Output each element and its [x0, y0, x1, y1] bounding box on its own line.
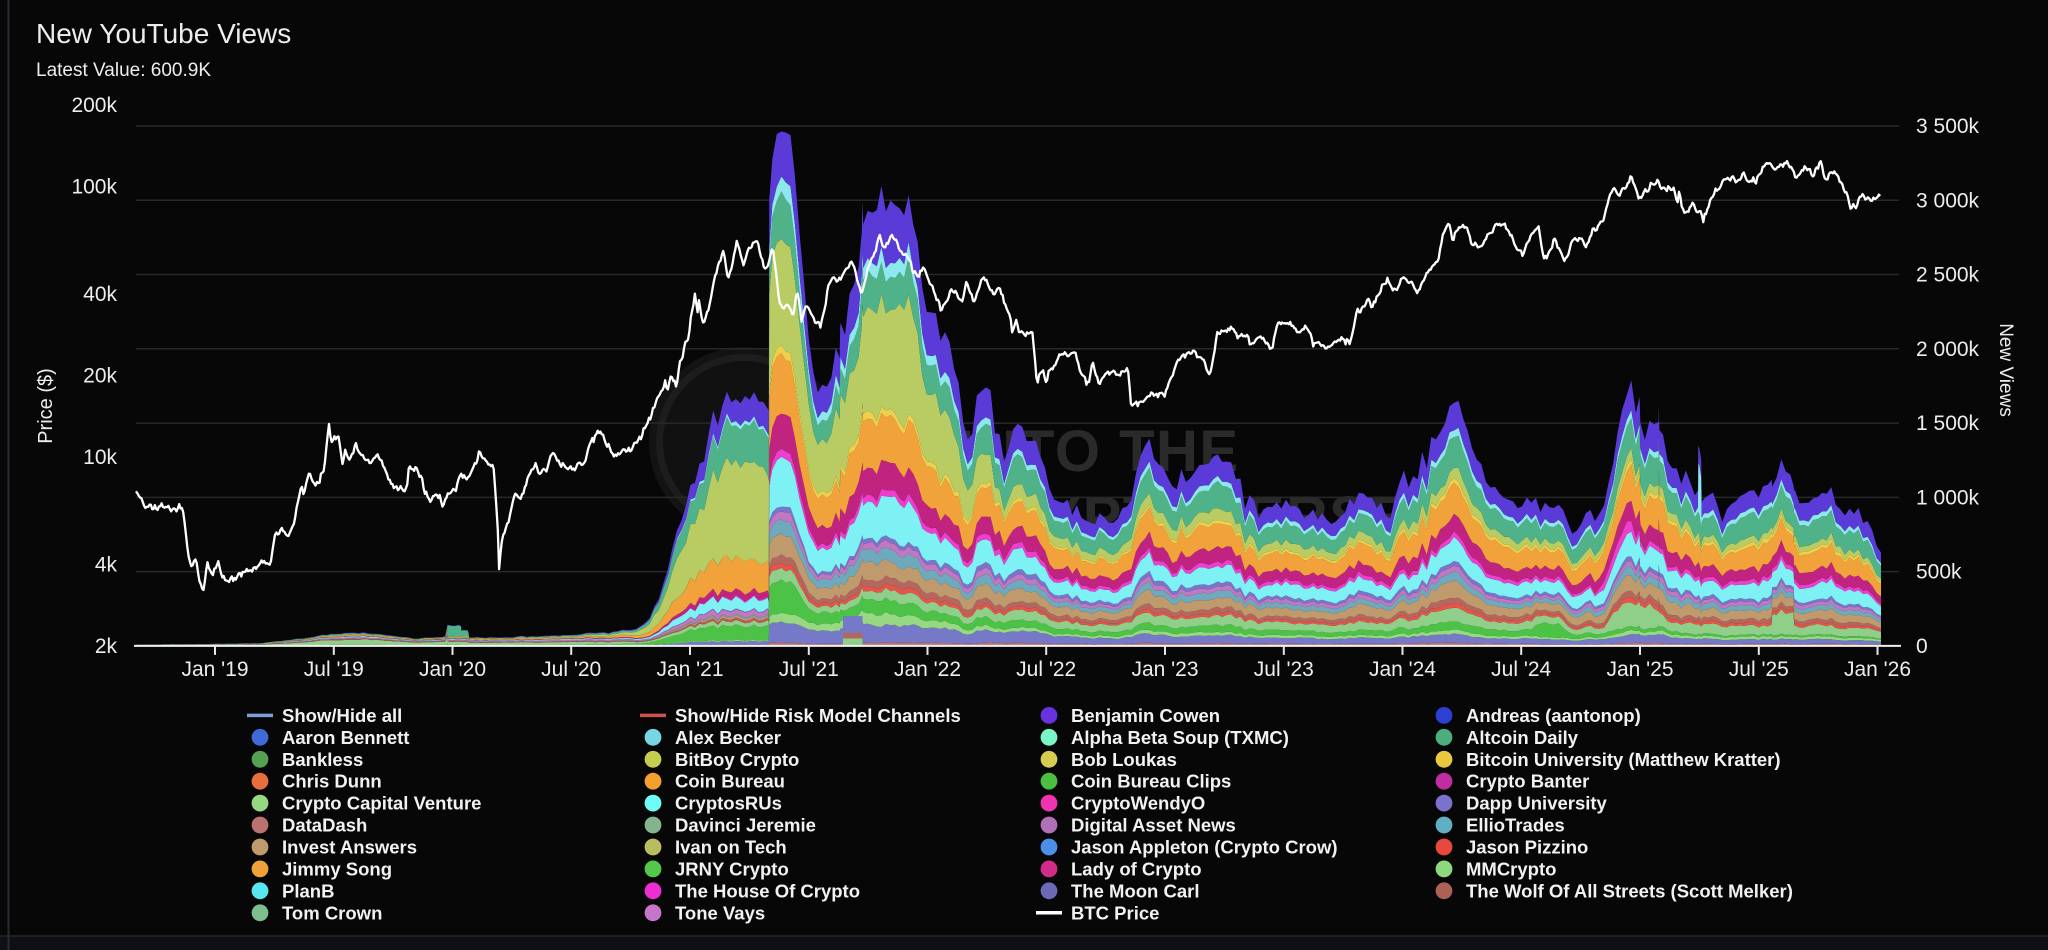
svg-text:Jan '25: Jan '25 — [1606, 658, 1673, 681]
svg-text:Digital Asset News: Digital Asset News — [1071, 815, 1236, 836]
svg-text:Alpha Beta Soup (TXMC): Alpha Beta Soup (TXMC) — [1071, 727, 1289, 748]
svg-text:Jan '23: Jan '23 — [1131, 658, 1198, 681]
svg-text:Jan '24: Jan '24 — [1369, 658, 1436, 681]
svg-text:2k: 2k — [95, 635, 118, 658]
svg-text:The House Of Crypto: The House Of Crypto — [675, 880, 860, 901]
svg-text:Jul '21: Jul '21 — [779, 658, 839, 681]
svg-text:Bitcoin University (Matthew Kr: Bitcoin University (Matthew Kratter) — [1466, 749, 1781, 770]
svg-text:2 000k: 2 000k — [1916, 338, 1980, 361]
svg-text:JRNY Crypto: JRNY Crypto — [675, 858, 789, 879]
svg-text:500k: 500k — [1916, 561, 1962, 584]
svg-text:Alex Becker: Alex Becker — [675, 727, 781, 748]
svg-text:BitBoy Crypto: BitBoy Crypto — [675, 749, 799, 770]
svg-text:Jan '19: Jan '19 — [181, 658, 248, 681]
svg-text:DataDash: DataDash — [282, 815, 367, 836]
svg-text:Andreas (aantonop): Andreas (aantonop) — [1466, 705, 1641, 726]
svg-text:Bankless: Bankless — [282, 749, 363, 770]
svg-text:Dapp University: Dapp University — [1466, 793, 1608, 814]
svg-text:Jan '20: Jan '20 — [419, 658, 486, 681]
svg-text:Jul '20: Jul '20 — [541, 658, 601, 681]
svg-text:Show/Hide all: Show/Hide all — [282, 705, 402, 726]
svg-text:MMCrypto: MMCrypto — [1466, 858, 1556, 879]
svg-text:Invest Answers: Invest Answers — [282, 837, 417, 858]
svg-text:Jul '25: Jul '25 — [1729, 658, 1789, 681]
svg-text:Bob Loukas: Bob Loukas — [1071, 749, 1177, 770]
svg-text:The Wolf Of All Streets (Scott: The Wolf Of All Streets (Scott Melker) — [1466, 880, 1793, 901]
svg-text:Jul '24: Jul '24 — [1491, 658, 1551, 681]
svg-text:4k: 4k — [95, 554, 118, 577]
svg-text:3 000k: 3 000k — [1916, 189, 1980, 212]
svg-text:Latest Value: 600.9K: Latest Value: 600.9K — [36, 60, 211, 81]
svg-text:BTC Price: BTC Price — [1071, 902, 1159, 923]
svg-text:1 500k: 1 500k — [1916, 412, 1980, 435]
svg-text:Davinci Jeremie: Davinci Jeremie — [675, 815, 816, 836]
svg-text:Jason Pizzino: Jason Pizzino — [1466, 837, 1588, 858]
svg-text:Chris Dunn: Chris Dunn — [282, 771, 382, 792]
svg-text:EllioTrades: EllioTrades — [1466, 815, 1565, 836]
svg-text:Aaron Bennett: Aaron Bennett — [282, 727, 409, 748]
svg-text:Jan '21: Jan '21 — [656, 658, 723, 681]
svg-text:CryptoWendyO: CryptoWendyO — [1071, 793, 1205, 814]
svg-text:100k: 100k — [71, 175, 117, 198]
svg-text:Altcoin Daily: Altcoin Daily — [1466, 727, 1579, 748]
svg-text:Jimmy Song: Jimmy Song — [282, 858, 392, 879]
svg-text:Jul '22: Jul '22 — [1016, 658, 1076, 681]
svg-text:Jason Appleton (Crypto Crow): Jason Appleton (Crypto Crow) — [1071, 837, 1338, 858]
svg-text:3 500k: 3 500k — [1916, 115, 1980, 138]
svg-text:Benjamin Cowen: Benjamin Cowen — [1071, 705, 1220, 726]
svg-text:1 000k: 1 000k — [1916, 486, 1980, 509]
svg-text:Crypto Capital Venture: Crypto Capital Venture — [282, 793, 481, 814]
svg-text:Jul '19: Jul '19 — [304, 658, 364, 681]
svg-text:2 500k: 2 500k — [1916, 264, 1980, 287]
svg-text:Ivan on Tech: Ivan on Tech — [675, 837, 787, 858]
svg-text:Tom Crown: Tom Crown — [282, 902, 382, 923]
svg-text:The Moon Carl: The Moon Carl — [1071, 880, 1199, 901]
svg-text:10k: 10k — [83, 446, 117, 469]
svg-text:Lady of Crypto: Lady of Crypto — [1071, 858, 1202, 879]
svg-text:Jul '23: Jul '23 — [1254, 658, 1314, 681]
svg-text:Crypto Banter: Crypto Banter — [1466, 771, 1589, 792]
svg-text:Show/Hide Risk Model Channels: Show/Hide Risk Model Channels — [675, 705, 961, 726]
svg-text:200k: 200k — [71, 94, 117, 117]
svg-text:Jan '26: Jan '26 — [1844, 658, 1911, 681]
svg-text:40k: 40k — [83, 283, 117, 306]
svg-text:Coin Bureau: Coin Bureau — [675, 771, 785, 792]
svg-text:20k: 20k — [83, 365, 117, 388]
svg-text:0: 0 — [1916, 635, 1928, 658]
svg-text:Jan '22: Jan '22 — [894, 658, 961, 681]
svg-text:New Views: New Views — [1995, 323, 2016, 417]
svg-text:Tone Vays: Tone Vays — [675, 902, 765, 923]
svg-text:CryptosRUs: CryptosRUs — [675, 793, 782, 814]
svg-text:PlanB: PlanB — [282, 880, 334, 901]
svg-text:Coin Bureau Clips: Coin Bureau Clips — [1071, 771, 1231, 792]
svg-text:Price ($): Price ($) — [35, 368, 57, 444]
svg-text:New YouTube Views: New YouTube Views — [36, 18, 291, 49]
